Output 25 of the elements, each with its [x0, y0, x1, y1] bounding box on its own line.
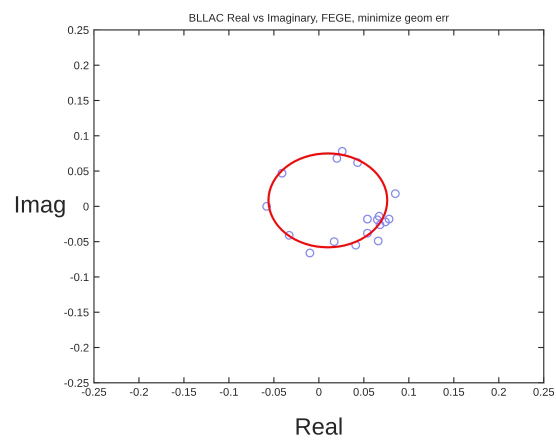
- x-tick-label: 0.1: [402, 388, 416, 396]
- x-tick-label: -0.2: [130, 388, 148, 396]
- y-tick-label: -0.05: [64, 238, 89, 246]
- y-tick-label: 0.25: [68, 26, 89, 34]
- x-tick-label: 0.2: [492, 388, 506, 396]
- y-tick-label: 0.15: [68, 96, 89, 105]
- y-tick-label: 0.05: [68, 167, 89, 176]
- x-tick-label: 0.25: [533, 388, 554, 396]
- y-tick-label: 0.2: [74, 61, 89, 70]
- x-tick-label: -0.15: [172, 388, 196, 396]
- y-tick-label: -0.15: [64, 308, 89, 316]
- x-axis-title: Real: [296, 417, 342, 435]
- y-axis-title: Imag: [16, 196, 65, 218]
- chart-title: BLLAC Real vs Imaginary, FEGE, minimize geom err: [190, 14, 449, 24]
- y-tick-label: 0.1: [74, 132, 89, 140]
- y-tick-label: 0: [83, 202, 89, 210]
- y-tick-label: -0.1: [70, 273, 89, 282]
- x-tick-label: 0: [316, 388, 322, 396]
- y-tick-label: -0.25: [64, 379, 89, 387]
- x-tick-label: -0.05: [262, 388, 286, 396]
- x-tick-label: 0.15: [443, 388, 464, 396]
- x-tick-label: -0.25: [82, 388, 106, 396]
- x-tick-label: 0.05: [353, 388, 374, 396]
- x-tick-label: -0.1: [220, 388, 238, 396]
- y-tick-label: -0.2: [70, 344, 89, 352]
